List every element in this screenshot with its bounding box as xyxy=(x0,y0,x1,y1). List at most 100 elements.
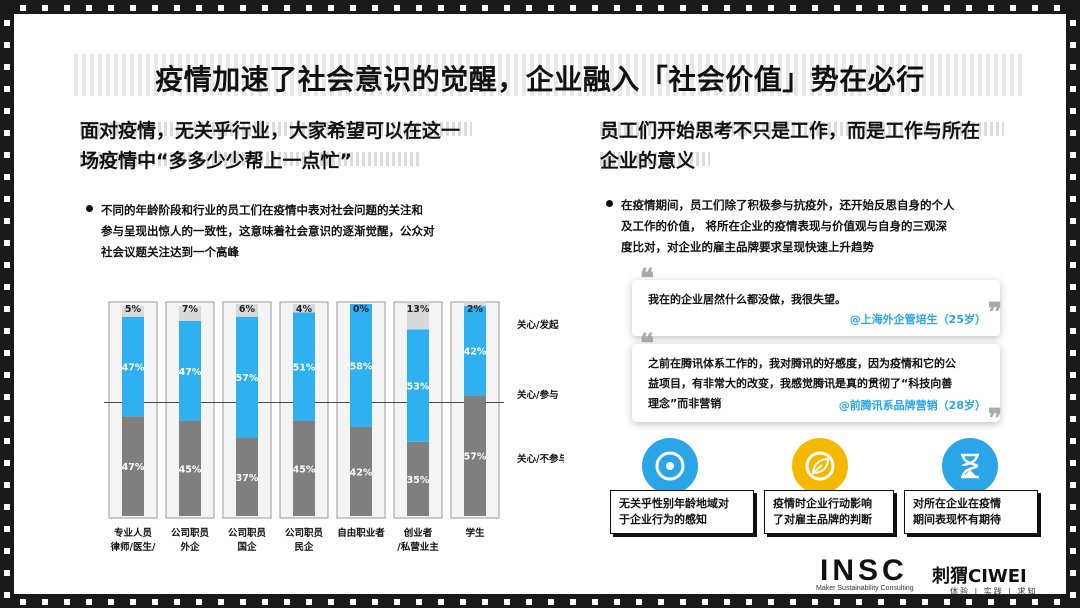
category-label: 律师/医生/ xyxy=(110,541,156,552)
bar-segment xyxy=(179,320,201,421)
caption-2: 疫情时企业行动影响 了对雇主品牌的判断 xyxy=(764,490,894,534)
category-label: 外企 xyxy=(179,541,200,552)
category-label: 学生 xyxy=(465,527,485,539)
heading-highlight xyxy=(80,152,420,166)
data-label: 5% xyxy=(125,304,142,315)
category-label: 创业者 xyxy=(403,527,433,539)
bullet-dot xyxy=(86,205,93,212)
ciwei-logo: 刺猬CIWEI xyxy=(932,566,1027,587)
caption-3: 对所在企业在疫情 期间表现怀有期待 xyxy=(904,490,1038,534)
data-label: 4% xyxy=(296,304,313,315)
caption-1-line2: 于企业行为的感知 xyxy=(619,513,707,526)
data-label: 58% xyxy=(350,361,373,372)
legend-entry: 关心/不参与 xyxy=(517,453,564,465)
data-label: 42% xyxy=(350,467,373,478)
right-heading-line2: 企业的意义 xyxy=(600,150,696,172)
bar-segment xyxy=(464,395,486,516)
left-bullet-line2: 参与呈现出惊人的一致性，这意味着社会意识的逐渐觉醒，公众对 xyxy=(101,224,435,238)
bar-segment xyxy=(407,441,429,516)
heading-highlight xyxy=(80,122,472,136)
top-border-dots xyxy=(0,0,1080,14)
right-bullet: 在疫情期间，员工们除了积极参与抗疫外，还开始反思自身的个人 及工作的价值， 将所… xyxy=(606,195,955,258)
bar-segment xyxy=(236,304,258,317)
bar-segment xyxy=(122,416,144,516)
hourglass-icon xyxy=(942,438,998,494)
close-quote-icon: ❞ xyxy=(988,298,1002,328)
data-label: 2% xyxy=(467,304,484,315)
insc-logo-subtitle: Maker Sustainability Consulting xyxy=(816,585,914,592)
caption-1-line1: 无关乎性别年龄地域对 xyxy=(619,497,729,510)
caption-2-line1: 疫情时企业行动影响 xyxy=(773,497,872,510)
right-bullet-line1: 在疫情期间，员工们除了积极参与抗疫外，还开始反思自身的个人 xyxy=(621,198,955,212)
category-label: 民企 xyxy=(294,541,314,552)
data-label: 47% xyxy=(122,363,145,374)
category-label: 自由职业者 xyxy=(337,527,385,539)
left-bullet: 不同的年龄阶段和行业的员工们在疫情中表对社会问题的关注和 参与呈现出惊人的一致性… xyxy=(86,200,435,263)
bar-segment xyxy=(236,437,258,516)
category-label: 国企 xyxy=(237,541,257,552)
bar-segment xyxy=(293,312,315,421)
quote2-line1: 之前在腾讯体系工作的，我对腾讯的好感度，因为疫情和它的公 xyxy=(648,357,956,370)
data-label: 51% xyxy=(293,363,316,374)
right-border-dots xyxy=(1066,0,1080,608)
bar-segment xyxy=(293,304,315,313)
data-label: 6% xyxy=(239,304,256,315)
left-border-dots xyxy=(0,0,14,608)
heading-highlight xyxy=(600,152,710,166)
data-label: 47% xyxy=(179,367,202,378)
bar-segment xyxy=(407,301,429,330)
caption-2-line2: 了对雇主品牌的判断 xyxy=(773,513,872,526)
left-heading: 面对疫情，无关乎行业，大家希望可以在这一 场疫情中“多多少少帮上一点忙” xyxy=(80,116,460,176)
bottom-border-dots xyxy=(0,594,1080,608)
bar-segment xyxy=(122,316,144,417)
category-label: 公司职员 xyxy=(285,528,324,539)
right-heading-line1: 员工们开始思考不只是工作，而是工作与所在 xyxy=(600,120,981,142)
data-label: 45% xyxy=(179,464,202,475)
bar-segment xyxy=(236,316,258,438)
close-quote-icon: ❞ xyxy=(988,404,1002,434)
data-label: 7% xyxy=(182,304,199,315)
bar-segment xyxy=(179,420,201,516)
data-label: 35% xyxy=(407,475,430,486)
data-label: 53% xyxy=(407,382,430,393)
heading-highlight xyxy=(600,122,1004,136)
data-label: 47% xyxy=(122,462,145,473)
data-label: 45% xyxy=(293,464,316,475)
legend-entry: 关心/发起 xyxy=(517,319,559,331)
caption-1: 无关乎性别年龄地域对 于企业行为的感知 xyxy=(610,490,754,534)
quote1-author: @上海外企管培生（25岁） xyxy=(849,313,986,326)
category-label: 公司职员 xyxy=(228,528,267,539)
bar-segment xyxy=(350,304,372,427)
insc-logo: INSC xyxy=(820,554,908,587)
right-bullet-line3: 度比对，对企业的雇主品牌要求呈现快速上升趋势 xyxy=(621,240,874,254)
data-label: 42% xyxy=(464,347,487,358)
slide: 疫情加速了社会意识的觉醒，企业融入「社会价值」势在必行 面对疫情，无关乎行业，大… xyxy=(14,14,1066,594)
right-heading: 员工们开始思考不只是工作，而是工作与所在 企业的意义 xyxy=(600,116,980,176)
data-label: 57% xyxy=(464,452,487,463)
bullet-dot xyxy=(606,200,613,207)
left-heading-line2: 场疫情中“多多少少帮上一点忙” xyxy=(80,150,352,172)
page-title: 疫情加速了社会意识的觉醒，企业融入「社会价值」势在必行 xyxy=(155,63,925,96)
data-label: 13% xyxy=(407,304,430,315)
right-bullet-line2: 及工作的价值， 将所在企业的疫情表现与价值观与自身的三观深 xyxy=(621,219,948,233)
category-label: 公司职员 xyxy=(171,528,210,539)
bar-segment xyxy=(122,306,144,317)
quote1-text: 我在的企业居然什么都没做，我很失望。 xyxy=(648,293,846,306)
quote2-line2: 益项目，有非常大的改变，我感觉腾讯是真的贯彻了“科技向善 xyxy=(648,377,953,390)
left-bullet-line1: 不同的年龄阶段和行业的员工们在疫情中表对社会问题的关注和 xyxy=(101,203,423,217)
bar-segment xyxy=(407,329,429,442)
bar-segment xyxy=(464,306,486,396)
caption-3-line2: 期间表现怀有期待 xyxy=(913,513,1001,526)
bar-segment xyxy=(179,306,201,321)
category-label: 专业人员 xyxy=(114,527,153,539)
legend-entry: 关心/参与 xyxy=(517,389,558,401)
data-label: 57% xyxy=(236,373,259,384)
bar-segment xyxy=(350,426,372,516)
quote-card-2: 之前在腾讯体系工作的，我对腾讯的好感度，因为疫情和它的公 益项目，有非常大的改变… xyxy=(632,344,1000,422)
data-label: 0% xyxy=(353,304,370,315)
category-label: /私营业主 xyxy=(397,541,439,552)
bar-segment xyxy=(464,301,486,307)
left-bullet-line3: 社会议题关注达到一个高峰 xyxy=(101,245,239,259)
quote2-line3: 理念”而非营销 xyxy=(648,397,722,410)
target-icon xyxy=(642,438,698,494)
